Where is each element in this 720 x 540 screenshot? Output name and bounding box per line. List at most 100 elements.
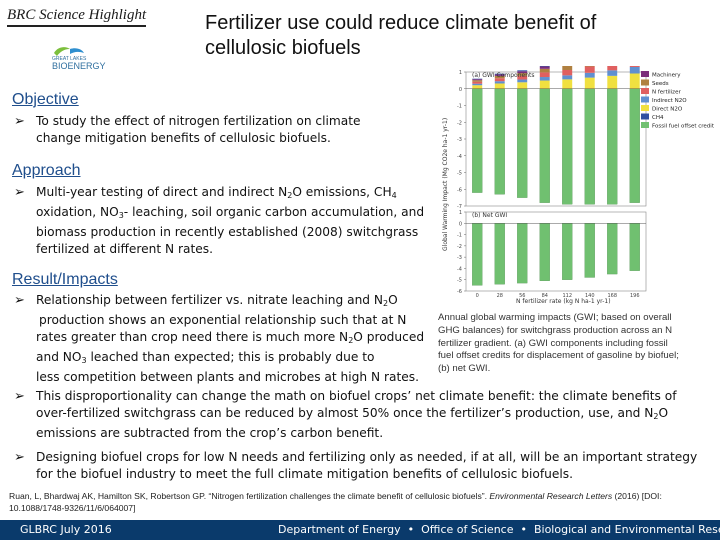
results-3-line-1: Designing biofuel crops for low N needs … [36,450,698,464]
objective-line-2: change mitigation benefits of cellulosic… [36,131,331,145]
results-2-line-2: over-fertilized switchgrass can be reduc… [36,406,669,421]
approach-heading: Approach [12,162,81,179]
bar-component [472,80,483,82]
x-tick-label: 168 [607,293,617,299]
legend-entry: Seeds [652,81,669,87]
bar-component [517,71,528,74]
bar-component [562,69,573,76]
legend-swatch [641,79,649,86]
bar-component [494,81,505,84]
footer-date: GLBRC July 2016 [20,523,112,536]
x-tick-label: 84 [542,293,548,299]
panel-b: 1 0 -1 -2 -3 -4 -5 -6 0 28 56 84 112 140 168 196 [457,210,647,299]
y-tick-label: -1 [457,104,462,110]
bar-component [607,75,618,89]
y-tick-label: -3 [457,137,462,143]
bar-component [494,83,505,89]
bar-component [562,79,573,89]
y-tick-label: 0 [459,221,462,227]
gwi-figure: Global Warming Impact (Mg CO2e ha-1 yr-1… [442,66,715,305]
legend-entry: Direct N2O [652,107,683,113]
results-1-line-5: less competition between plants and micr… [36,370,419,384]
y-tick-label: -2 [457,244,462,250]
bar-component [472,79,483,81]
results-1-line-3: rates greater than crop need there is mu… [36,330,425,345]
bar-fossil-offset [472,88,483,193]
title-line-2: cellulosic biofuels [205,37,361,59]
results-2-line-1: This disproportionality can change the m… [36,389,677,403]
bar-component [539,66,550,69]
caption-line-5: (b) net GWI. [438,363,491,375]
bar-fossil-offset [494,88,505,195]
y-tick-label: -6 [457,187,462,193]
caption-line-2: GHG balances) for switchgrass production… [438,324,673,336]
glbrc-logo: GREAT LAKES BIOENERGY [52,47,106,71]
bullet-arrow-icon: ➢ [14,389,25,404]
bullet-arrow-icon: ➢ [14,293,25,308]
bar-net-gwi [607,223,618,275]
bullet-arrow-icon: ➢ [14,185,25,200]
bar-component [584,66,595,73]
bar-component [607,66,618,71]
bar-component [494,78,505,82]
y-tick-label: -4 [457,266,462,272]
approach-line-2: oxidation, NO3- leaching, soil organic c… [36,205,425,220]
bar-net-gwi [517,223,528,284]
bar-fossil-offset [539,88,550,203]
x-tick-label: 28 [497,293,503,299]
citation-line-2: 10.1088/1748-9326/11/6/064007] [9,503,136,513]
y-tick-label: -1 [457,233,462,239]
bar-fossil-offset [607,88,618,205]
bullet-arrow-icon: ➢ [14,114,25,129]
y-tick-label: -7 [457,204,462,210]
caption-line-3: fertilizer gradient. (a) GWI components … [438,337,668,349]
bar-fossil-offset [517,88,528,198]
results-2-line-3: emissions are subtracted from the crop’s… [36,426,384,440]
legend-swatch [641,105,649,111]
svg-text:GREAT LAKES: GREAT LAKES [52,56,87,62]
title-line-1: Fertilizer use could reduce climate bene… [205,12,597,34]
bar-component [562,75,573,80]
panel-b-label: (b) Net GWI [472,212,507,219]
legend-entry: Indirect N2O [652,98,687,104]
legend-entry: CH4 [652,115,664,121]
bar-fossil-offset [584,88,595,205]
bar-component [517,82,528,89]
citation-line-1: Ruan, L, Bhardwaj AK, Hamilton SK, Rober… [9,491,662,501]
bar-component [494,73,505,75]
bar-fossil-offset [629,88,640,203]
bar-component [539,72,550,78]
bar-net-gwi [472,223,483,286]
bar-component [629,73,640,89]
y-tick-label: -3 [457,255,462,261]
footer-agency: Department of Energy • Office of Science… [278,523,720,536]
approach-line-1: Multi-year testing of direct and indirec… [36,185,397,200]
x-tick-label: 140 [585,293,595,299]
brc-science-highlight: BRC Science Highlight [7,7,147,27]
svg-text:BIOENERGY: BIOENERGY [52,61,106,71]
bullet-arrow-icon: ➢ [14,450,25,465]
bar-component [494,75,505,79]
figure-ylabel: Global Warming Impact (Mg CO2e ha-1 yr-1… [442,118,449,251]
objective-heading: Objective [12,91,79,108]
y-tick-label: 1 [459,210,462,216]
bar-net-gwi [562,223,573,280]
bar-component [539,68,550,73]
y-tick-label: -6 [457,289,462,295]
bar-net-gwi [539,223,550,281]
caption-line-4: fuel offset credits for displacement of … [438,350,679,362]
y-tick-label: 1 [459,70,462,76]
panel-a-label: (a) GWI Components [472,72,534,79]
legend-swatch [641,96,649,103]
bar-component [517,73,528,76]
footer-bar: GLBRC July 2016 Department of Energy • O… [0,520,720,540]
bar-component [539,80,550,89]
results-bullet-3: ➢ Designing biofuel crops for low N need… [14,449,714,485]
figure-legend: Machinery Seeds N fertilizer Indirect N2O Di… [641,71,715,130]
caption-line-1: Annual global warming impacts (GWI; base… [438,312,672,323]
legend-swatch [641,113,649,120]
results-heading: Result/Impacts [12,271,118,288]
y-tick-label: -5 [457,278,462,284]
bar-net-gwi [494,223,505,285]
approach-bullet: ➢ Multi-year testing of direct and indir… [14,184,429,256]
